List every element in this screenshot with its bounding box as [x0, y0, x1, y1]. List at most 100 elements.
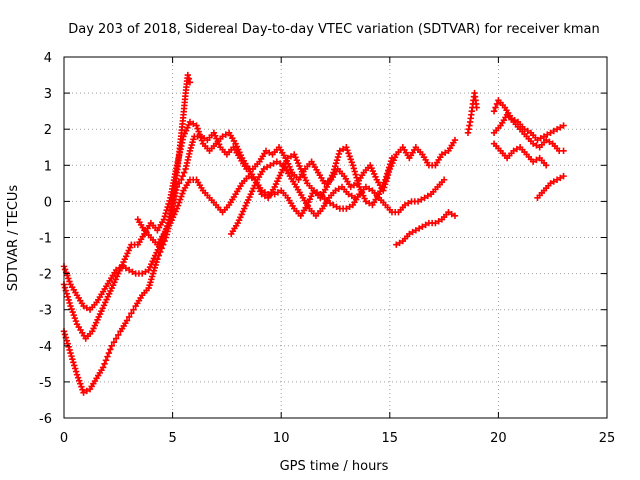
data-point — [547, 180, 554, 187]
data-point — [401, 201, 409, 209]
data-point-interp — [382, 178, 390, 185]
data-point-interp — [179, 190, 186, 197]
y-tick-label: 0 — [44, 195, 52, 210]
x-tick-label: 20 — [490, 431, 507, 446]
data-point — [73, 371, 81, 378]
data-point-interp — [493, 100, 501, 108]
data-point-interp — [276, 160, 284, 167]
data-point — [260, 165, 268, 173]
data-point-interp — [61, 266, 69, 273]
data-point — [332, 187, 339, 194]
data-point-interp — [72, 317, 80, 325]
data-point-interp — [492, 104, 499, 111]
data-point — [310, 187, 317, 194]
data-point-interp — [381, 184, 388, 191]
data-point — [80, 389, 87, 396]
data-point-interp — [339, 145, 347, 153]
data-point-interp — [537, 135, 544, 142]
data-point-interp — [185, 75, 193, 82]
data-point-interp — [122, 264, 130, 272]
data-point-interp — [348, 192, 355, 200]
data-point-interp — [76, 377, 83, 384]
series-arc-7 — [464, 89, 480, 137]
data-point — [560, 147, 567, 155]
x-tick-label: 10 — [273, 431, 290, 446]
data-point-interp — [69, 356, 76, 363]
data-point-interp — [350, 165, 358, 172]
data-point — [271, 190, 278, 198]
data-point — [67, 302, 74, 310]
data-point-interp — [66, 299, 73, 307]
data-point — [419, 223, 426, 230]
data-point-interp — [195, 128, 202, 135]
data-point-interp — [333, 156, 341, 164]
data-point-interp — [332, 160, 340, 167]
data-point-interp — [83, 387, 91, 395]
data-point-interp — [179, 172, 186, 180]
data-point-interp — [435, 218, 442, 225]
data-point-interp — [105, 349, 113, 357]
y-tick-label: -6 — [39, 412, 52, 427]
data-point-interp — [350, 181, 358, 189]
data-point-interp — [180, 169, 188, 176]
data-point-interp — [166, 197, 173, 205]
data-point-interp — [190, 120, 197, 127]
data-point-interp — [74, 374, 82, 381]
data-point-interp — [550, 178, 557, 185]
data-point — [112, 266, 120, 274]
data-point-interp — [174, 202, 182, 209]
data-point — [262, 147, 270, 155]
data-point-interp — [79, 386, 86, 393]
data-point-interp — [347, 156, 354, 163]
data-point-interp — [335, 150, 343, 158]
data-point-interp — [165, 200, 172, 208]
data-point-interp — [163, 206, 170, 214]
y-tick-label: 1 — [44, 159, 52, 174]
data-point-interp — [78, 383, 85, 390]
data-point-interp — [61, 284, 69, 291]
data-point — [345, 190, 352, 198]
grid — [64, 57, 607, 418]
series-arc-5 — [228, 158, 359, 238]
data-point-interp — [164, 203, 171, 211]
data-point-interp — [63, 290, 70, 297]
data-point-interp — [557, 124, 564, 131]
data-point — [173, 205, 181, 212]
data-point — [412, 227, 420, 234]
data-point-interp — [418, 196, 425, 203]
data-point-interp — [70, 359, 77, 366]
data-point-interp — [69, 308, 76, 316]
y-tick-label: -3 — [39, 304, 52, 319]
data-point — [321, 180, 328, 187]
data-point — [553, 126, 561, 133]
data-point — [473, 104, 480, 111]
data-point-interp — [71, 314, 79, 322]
data-point-interp — [266, 149, 273, 156]
data-point — [112, 335, 120, 342]
data-point — [362, 198, 370, 205]
data-point-interp — [524, 127, 531, 135]
data-point — [193, 122, 200, 129]
data-point-interp — [200, 135, 208, 142]
axes: 0 5 10 15 20 25 -6 -5 -4 -3 -2 -1 0 1 2 3 4 — [39, 51, 615, 446]
data-point — [540, 133, 548, 140]
y-tick-label: -4 — [39, 340, 52, 355]
y-axis-label: SDTVAR / TECUs — [6, 185, 21, 292]
data-point-interp — [270, 160, 277, 167]
data-point — [380, 187, 387, 194]
x-axis-label: GPS time / hours — [280, 459, 389, 474]
data-point-interp — [513, 145, 521, 153]
data-point — [490, 107, 498, 115]
data-point — [440, 176, 448, 183]
data-point-interp — [72, 368, 80, 375]
data-point — [119, 263, 126, 270]
data-point — [393, 241, 400, 248]
data-point — [330, 201, 337, 209]
data-point — [67, 349, 74, 357]
data-point-interp — [65, 343, 72, 351]
data-point — [432, 219, 439, 227]
data-point — [197, 133, 205, 140]
y-tick-label: -1 — [39, 232, 52, 247]
data-point-interp — [129, 268, 136, 275]
